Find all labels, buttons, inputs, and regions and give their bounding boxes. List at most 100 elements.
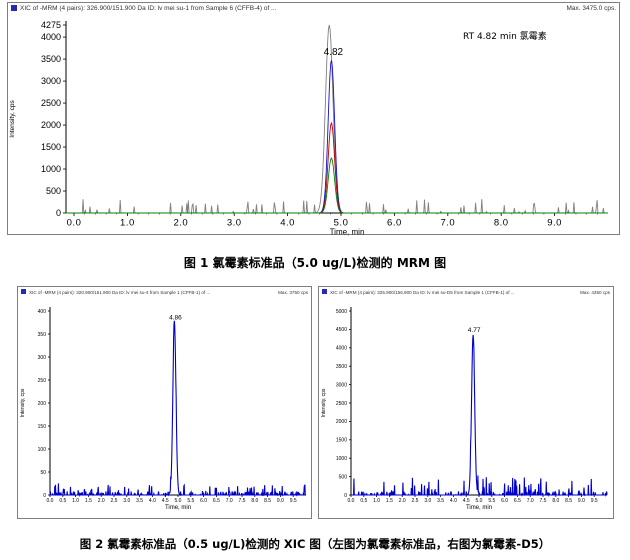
x-tick-label: 6.0 <box>200 498 207 504</box>
x-tick-label: 8.0 <box>552 498 559 504</box>
chromatogram-icon <box>21 289 26 294</box>
y-tick-label: 4500 <box>336 327 347 333</box>
x-tick-label: 5.5 <box>488 498 495 504</box>
xic-title: XIC of -MRM (4 pairs): 320.900/151.900 D… <box>29 290 211 295</box>
chart-title-bar: XIC of -MRM (4 pairs): 325.900/156.900 D… <box>319 287 613 298</box>
series-line <box>351 334 608 498</box>
y-tick-label: 2000 <box>41 120 61 130</box>
y-tick-label: 1000 <box>41 164 61 174</box>
chart-title-bar: XIC of -MRM (4 pairs): 326.900/151.900 D… <box>8 3 619 14</box>
y-tick-label: 2500 <box>336 401 347 407</box>
x-tick-label: 7.0 <box>440 218 455 229</box>
max-intensity-label: Max. 3750 cps <box>278 290 308 295</box>
series-line <box>49 320 306 497</box>
y-tick-label: 150 <box>38 424 47 430</box>
x-tick-label: 0.5 <box>360 498 367 504</box>
x-tick-label: 2.0 <box>399 498 406 504</box>
x-tick-label: 4.0 <box>450 498 457 504</box>
x-tick-label: 6.5 <box>213 498 220 504</box>
x-tick-label: 7.0 <box>226 498 233 504</box>
x-tick-label: 9.0 <box>277 498 284 504</box>
x-tick-label: 7.5 <box>540 498 547 504</box>
x-tick-label: 0.0 <box>67 218 82 229</box>
y-tick-label: 0 <box>43 493 46 499</box>
y-axis-label: Intensity, cps <box>321 388 327 417</box>
y-tick-label: 50 <box>40 470 46 476</box>
x-tick-label: 4.5 <box>463 498 470 504</box>
y-tick-label: 0 <box>56 208 61 218</box>
y-tick-label: 300 <box>38 355 47 361</box>
figure-2-caption: 图 2 氯霉素标准品（0.5 ug/L)检测的 XIC 图（左图为氯霉素标准品，… <box>79 537 551 551</box>
y-tick-label: 3000 <box>336 382 347 388</box>
x-tick-label: 3.0 <box>123 498 130 504</box>
chart-panel-3: XIC of -MRM (4 pairs): 325.900/156.900 D… <box>318 286 614 519</box>
x-axis-label: Time, min <box>466 505 492 511</box>
max-intensity-label: Max. 4350 cps <box>580 290 610 295</box>
x-tick-label: 6.5 <box>514 498 521 504</box>
x-tick-label: 5.5 <box>187 498 194 504</box>
x-tick-label: 4.0 <box>149 498 156 504</box>
x-tick-label: 7.0 <box>527 498 534 504</box>
x-axis-label: Time, min <box>330 228 365 237</box>
x-tick-label: 9.5 <box>591 498 598 504</box>
xic-title: XIC of -MRM (4 pairs): 325.900/156.900 D… <box>330 290 515 295</box>
y-axis-label: Intensity, cps <box>9 100 16 138</box>
y-tick-label: 500 <box>46 186 61 196</box>
chromatogram-icon <box>11 5 17 11</box>
chart-title-bar: XIC of -MRM (4 pairs): 320.900/151.900 D… <box>18 287 311 298</box>
x-tick-label: 1.0 <box>72 498 79 504</box>
chart-panel-2: XIC of -MRM (4 pairs): 320.900/151.900 D… <box>17 286 312 519</box>
x-tick-label: 4.0 <box>280 218 295 229</box>
x-tick-label: 1.0 <box>373 498 380 504</box>
x-tick-label: 2.0 <box>98 498 105 504</box>
y-axis-label: Intensity, cps <box>20 388 26 417</box>
y-tick-label: 1500 <box>41 142 61 152</box>
x-tick-label: 7.5 <box>239 498 246 504</box>
y-tick-label: 5000 <box>336 309 347 315</box>
x-tick-label: 1.5 <box>386 498 393 504</box>
x-tick-label: 8.0 <box>494 218 509 229</box>
chart-panel-1: XIC of -MRM (4 pairs): 326.900/151.900 D… <box>7 2 620 237</box>
y-tick-label: 4275 <box>41 20 61 30</box>
max-intensity-label: Max. 3475.0 cps. <box>566 5 617 12</box>
y-tick-label: 4000 <box>336 346 347 352</box>
y-tick-label: 3500 <box>336 364 347 370</box>
x-tick-label: 3.5 <box>437 498 444 504</box>
y-tick-label: 2000 <box>336 419 347 425</box>
peak-rt-label: 4.77 <box>468 327 481 334</box>
x-tick-label: 9.0 <box>578 498 585 504</box>
chromatogram-chart-2: 0 50 100 150 200 250 300 350 400 0.0 0.5 1.0 1.5 2.0 2… <box>20 307 306 511</box>
peak-rt-label: 4.82 <box>324 47 344 58</box>
x-tick-label: 3.0 <box>227 218 242 229</box>
y-tick-label: 0 <box>344 493 347 499</box>
y-tick-label: 100 <box>38 447 47 453</box>
y-tick-label: 3500 <box>41 54 61 64</box>
x-tick-label: 3.5 <box>136 498 143 504</box>
y-tick-label: 350 <box>38 332 47 338</box>
x-tick-label: 2.5 <box>412 498 419 504</box>
peak-rt-label: 4.86 <box>169 315 182 322</box>
x-tick-label: 4.5 <box>162 498 169 504</box>
retention-time-annotation: RT 4.82 min 氯霉素 <box>463 30 547 42</box>
x-tick-label: 9.5 <box>290 498 297 504</box>
y-tick-label: 3000 <box>41 76 61 86</box>
x-tick-label: 1.5 <box>85 498 92 504</box>
series-line <box>66 157 608 214</box>
x-tick-label: 3.0 <box>424 498 431 504</box>
chromatogram-icon <box>322 289 327 294</box>
figure-1-caption: 图 1 氯霉素标准品（5.0 ug/L)检测的 MRM 图 <box>183 256 447 270</box>
y-tick-label: 4000 <box>41 32 61 42</box>
x-tick-label: 5.0 <box>476 498 483 504</box>
x-tick-label: 2.5 <box>111 498 118 504</box>
y-tick-label: 250 <box>38 378 47 384</box>
x-tick-label: 9.0 <box>547 218 562 229</box>
y-tick-label: 1500 <box>336 438 347 444</box>
chromatogram-chart-1: 0 500 1000 1500 2000 2500 3000 3500 4000 4275 0.0 1… <box>9 20 608 237</box>
x-tick-label: 5.0 <box>334 218 349 229</box>
x-tick-label: 8.5 <box>565 498 572 504</box>
x-tick-label: 6.0 <box>387 218 402 229</box>
y-tick-label: 500 <box>339 474 348 480</box>
chromatogram-chart-3: 0 500 1000 1500 2000 2500 3000 3500 4000 4500 5000… <box>321 307 608 511</box>
y-tick-label: 1000 <box>336 456 347 462</box>
x-tick-label: 1.0 <box>120 218 135 229</box>
